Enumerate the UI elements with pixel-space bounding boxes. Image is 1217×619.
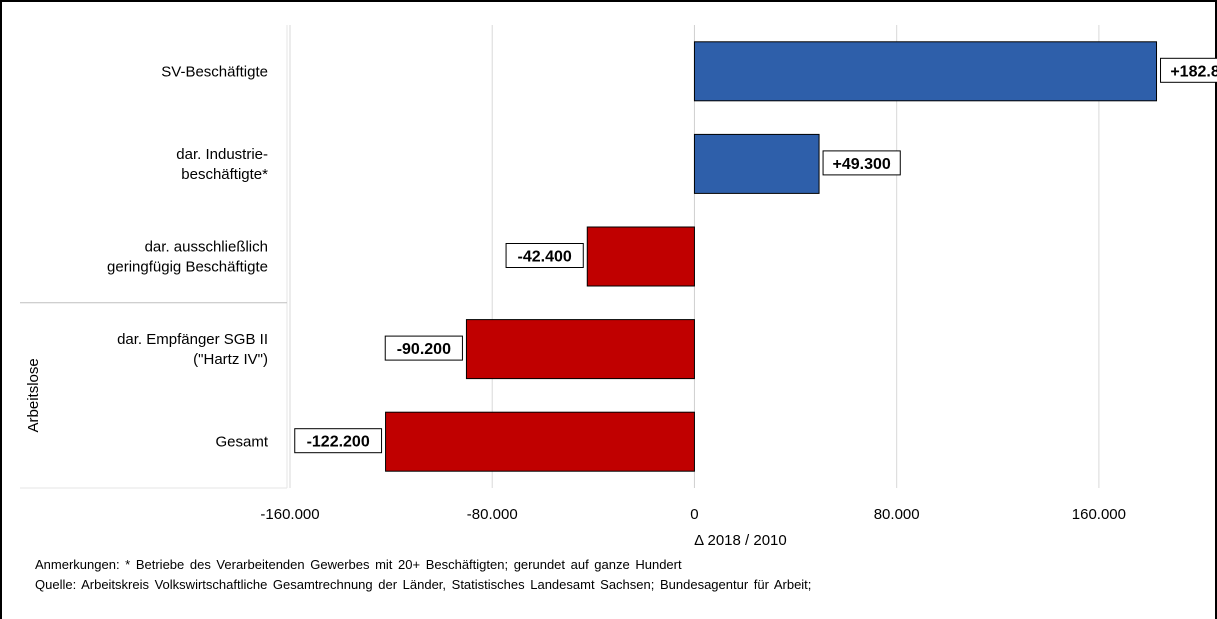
x-tick-label: 160.000 [1072,506,1126,523]
category-label: dar. ausschließlich [145,239,268,256]
bar [693,133,820,194]
bar [693,41,1158,102]
category-label: dar. Industrie- [176,146,268,163]
data-label: -122.200 [307,434,370,451]
data-label-box [384,335,463,361]
category-label: ("Hartz IV") [193,351,268,368]
category-label: geringfügig Beschäftigte [107,259,268,276]
data-label-box [294,428,383,454]
group-label-arbeitslose: Arbeitslose [25,358,42,432]
category-label: beschäftigte* [181,166,268,183]
data-label-box [1160,57,1217,83]
data-label-box [505,243,584,268]
data-label: +49.300 [833,156,891,173]
bar [465,319,695,380]
x-axis-title: Δ 2018 / 2010 [694,532,787,549]
category-label: Gesamt [215,434,268,451]
x-tick-label: -160.000 [260,506,319,523]
bar-chart: -160.000 -80.000 0 80.000 160.000 Δ 2018 / 20… [20,25,1217,549]
data-label: -90.200 [397,341,451,358]
bar [385,411,695,472]
footnote-source: Quelle: Arbeitskreis Volkswirtschaftlich… [35,577,812,592]
category-label: dar. Empfänger SGB II [117,331,268,348]
data-label: -42.400 [518,249,572,266]
x-tick-label: 0 [690,506,698,523]
data-label-box [822,150,901,176]
category-label: SV-Beschäftigte [161,63,268,80]
footnote-annotations: Anmerkungen: * Betriebe des Verarbeitend… [35,557,682,572]
x-tick-label: 80.000 [874,506,920,523]
data-label: +182.800 [1170,63,1217,80]
bar [586,226,695,287]
x-tick-label: -80.000 [467,506,518,523]
